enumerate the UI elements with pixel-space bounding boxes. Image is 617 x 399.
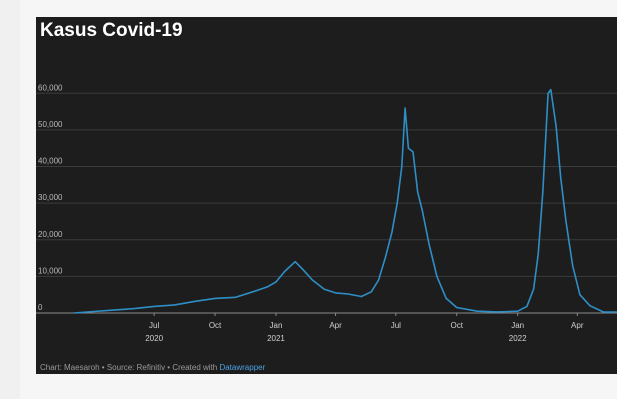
line-chart: 0 10,000 20,000 30,000 40,000 50,000 60,000 Jul… xyxy=(36,83,617,343)
x-tick-label: Oct xyxy=(451,321,464,330)
y-tick-label: 50,000 xyxy=(38,120,63,129)
x-tick-label: Apr xyxy=(571,321,584,330)
y-tick-label: 60,000 xyxy=(38,83,63,92)
x-tick-label: Jan xyxy=(270,321,283,330)
x-tick-label: Jul xyxy=(391,321,401,330)
footer-credit: Chart: Maesaroh • Source: Refinitiv • Cr… xyxy=(40,363,220,372)
y-tick-label: 30,000 xyxy=(38,193,63,202)
chart-panel: Kasus Covid-19 0 10,000 20,000 30,000 40,000… xyxy=(36,17,617,374)
series-line xyxy=(73,88,617,314)
y-tick-label: 20,000 xyxy=(38,230,63,239)
x-tick-year-label: 2020 xyxy=(145,334,163,343)
chart-title: Kasus Covid-19 xyxy=(40,20,183,41)
x-tick-label: Jan xyxy=(511,321,524,330)
page-margin xyxy=(0,0,20,399)
y-tick-label: 10,000 xyxy=(38,266,63,275)
x-tick-label: Jul xyxy=(149,321,159,330)
y-tick-label: 40,000 xyxy=(38,157,63,166)
x-tick-year-label: 2021 xyxy=(267,334,285,343)
datawrapper-link[interactable]: Datawrapper xyxy=(219,363,266,372)
chart-footer: Chart: Maesaroh • Source: Refinitiv • Cr… xyxy=(40,363,265,372)
x-tick-label: Apr xyxy=(329,321,342,330)
x-tick-year-label: 2022 xyxy=(509,334,527,343)
x-tick-label: Oct xyxy=(209,321,222,330)
y-tick-label: 0 xyxy=(38,303,43,312)
